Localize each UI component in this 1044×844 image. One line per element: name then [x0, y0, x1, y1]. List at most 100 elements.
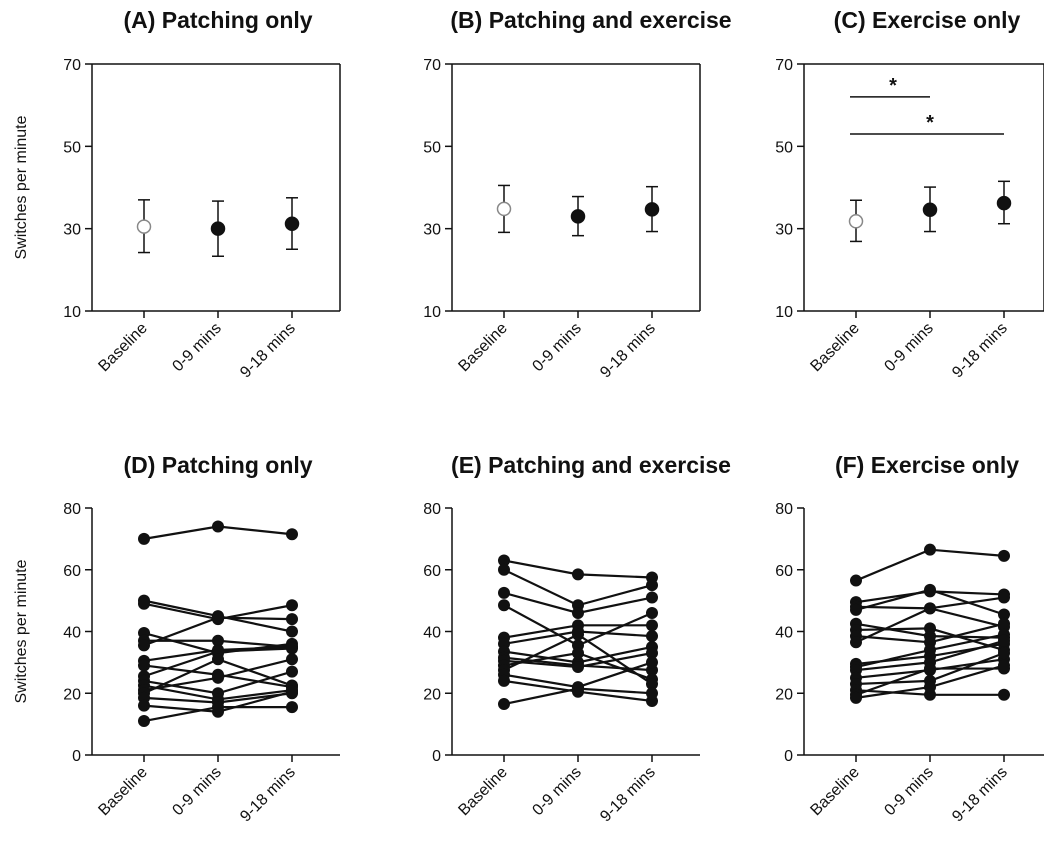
- mean-point: [570, 209, 586, 224]
- y-tick-label: 40: [423, 625, 441, 642]
- participant-point: [998, 634, 1010, 647]
- y-tick-label: 50: [423, 139, 441, 156]
- significance-star: *: [926, 112, 934, 134]
- participant-point: [286, 613, 298, 626]
- mean-point: [284, 216, 300, 231]
- participant-point: [850, 574, 862, 587]
- participant-point: [924, 644, 936, 657]
- x-tick-label: Baseline: [95, 320, 150, 375]
- y-tick-label: 30: [423, 222, 441, 239]
- x-tick-label: 9-18 mins: [949, 320, 1011, 382]
- x-tick-label: 0-9 mins: [169, 764, 224, 819]
- mean-point: [210, 221, 226, 236]
- x-tick-label: Baseline: [455, 320, 510, 375]
- participant-point: [138, 659, 150, 672]
- panel-title: (D) Patching only: [123, 452, 312, 478]
- participant-point: [498, 586, 510, 599]
- panel-f: (F) Exercise only 0 20 40 60 80 Baseline 0-9 mi…: [775, 452, 1044, 826]
- panel-c: (C) Exercise only 10 30 50 70 Baseline 0-9 min…: [775, 7, 1044, 382]
- mean-point-open: [848, 214, 864, 229]
- y-tick-label: 40: [775, 625, 793, 642]
- x-tick-label: 0-9 mins: [881, 320, 936, 375]
- y-tick-label: 20: [63, 686, 81, 703]
- participant-point: [998, 591, 1010, 604]
- y-tick-label: 0: [72, 748, 81, 765]
- participant-point: [998, 617, 1010, 630]
- y-tick-label: 60: [423, 563, 441, 580]
- participant-point: [286, 528, 298, 541]
- x-tick-label: Baseline: [807, 764, 862, 819]
- participant-point: [850, 691, 862, 704]
- participant-point: [924, 583, 936, 596]
- participant-point: [646, 647, 658, 660]
- panel-title: (A) Patching only: [123, 7, 312, 33]
- participant-point: [498, 554, 510, 567]
- y-tick-label: 70: [423, 57, 441, 74]
- participant-point: [286, 653, 298, 666]
- mean-point-open: [136, 219, 152, 234]
- y-tick-label: 30: [63, 222, 81, 239]
- participant-point: [924, 662, 936, 675]
- participant-point: [498, 674, 510, 687]
- panel-title: (B) Patching and exercise: [450, 7, 731, 33]
- participant-point: [572, 682, 584, 695]
- participant-point: [924, 543, 936, 556]
- panel-title: (E) Patching and exercise: [451, 452, 731, 478]
- panel-title: (F) Exercise only: [835, 452, 1019, 478]
- y-tick-label: 80: [63, 501, 81, 518]
- x-tick-label: Baseline: [95, 764, 150, 819]
- participant-point: [212, 634, 224, 647]
- participant-point: [498, 698, 510, 711]
- participant-point: [572, 568, 584, 581]
- panel-b: (B) Patching and exercise 10 30 50 70 Baselin…: [423, 7, 731, 382]
- y-tick-label: 10: [775, 304, 793, 321]
- participant-point: [646, 656, 658, 669]
- panel-title: (C) Exercise only: [834, 7, 1021, 33]
- participant-point: [572, 628, 584, 641]
- participant-point: [998, 647, 1010, 660]
- x-tick-label: 9-18 mins: [597, 320, 659, 382]
- y-tick-label: 0: [432, 748, 441, 765]
- participant-point: [212, 520, 224, 533]
- y-tick-label: 80: [423, 501, 441, 518]
- participant-point: [646, 619, 658, 632]
- mean-point-open: [496, 201, 512, 217]
- y-tick-label: 0: [784, 748, 793, 765]
- participant-point: [998, 688, 1010, 701]
- participant-point: [998, 608, 1010, 621]
- participant-point: [646, 677, 658, 690]
- significance-star: *: [889, 75, 897, 97]
- x-tick-label: Baseline: [455, 764, 510, 819]
- participant-point: [646, 630, 658, 643]
- mean-point: [996, 195, 1012, 211]
- participant-point: [998, 659, 1010, 672]
- y-tick-label: 70: [63, 57, 81, 74]
- participant-point: [646, 579, 658, 592]
- participant-point: [212, 671, 224, 684]
- y-tick-label: 20: [775, 686, 793, 703]
- x-tick-label: 0-9 mins: [881, 764, 936, 819]
- participant-point: [138, 715, 150, 728]
- y-tick-label: 30: [775, 222, 793, 239]
- participant-point: [924, 602, 936, 615]
- participant-point: [924, 622, 936, 635]
- y-tick-label: 10: [63, 304, 81, 321]
- x-tick-label: Baseline: [807, 320, 862, 375]
- mean-point: [922, 202, 938, 217]
- participant-point: [572, 606, 584, 619]
- participant-point: [212, 611, 224, 624]
- x-tick-label: 0-9 mins: [169, 320, 224, 375]
- participant-point: [286, 642, 298, 655]
- y-tick-label: 20: [423, 686, 441, 703]
- participant-point: [286, 685, 298, 698]
- participant-point: [572, 647, 584, 660]
- panel-a: (A) Patching only 10 30 50 70 Baseline 0-9 min…: [13, 7, 341, 382]
- participant-point: [212, 701, 224, 714]
- participant-point: [138, 597, 150, 610]
- y-tick-label: 50: [63, 139, 81, 156]
- participant-point: [138, 532, 150, 545]
- x-tick-label: 0-9 mins: [529, 320, 584, 375]
- x-tick-label: 9-18 mins: [237, 764, 299, 826]
- y-tick-label: 10: [423, 304, 441, 321]
